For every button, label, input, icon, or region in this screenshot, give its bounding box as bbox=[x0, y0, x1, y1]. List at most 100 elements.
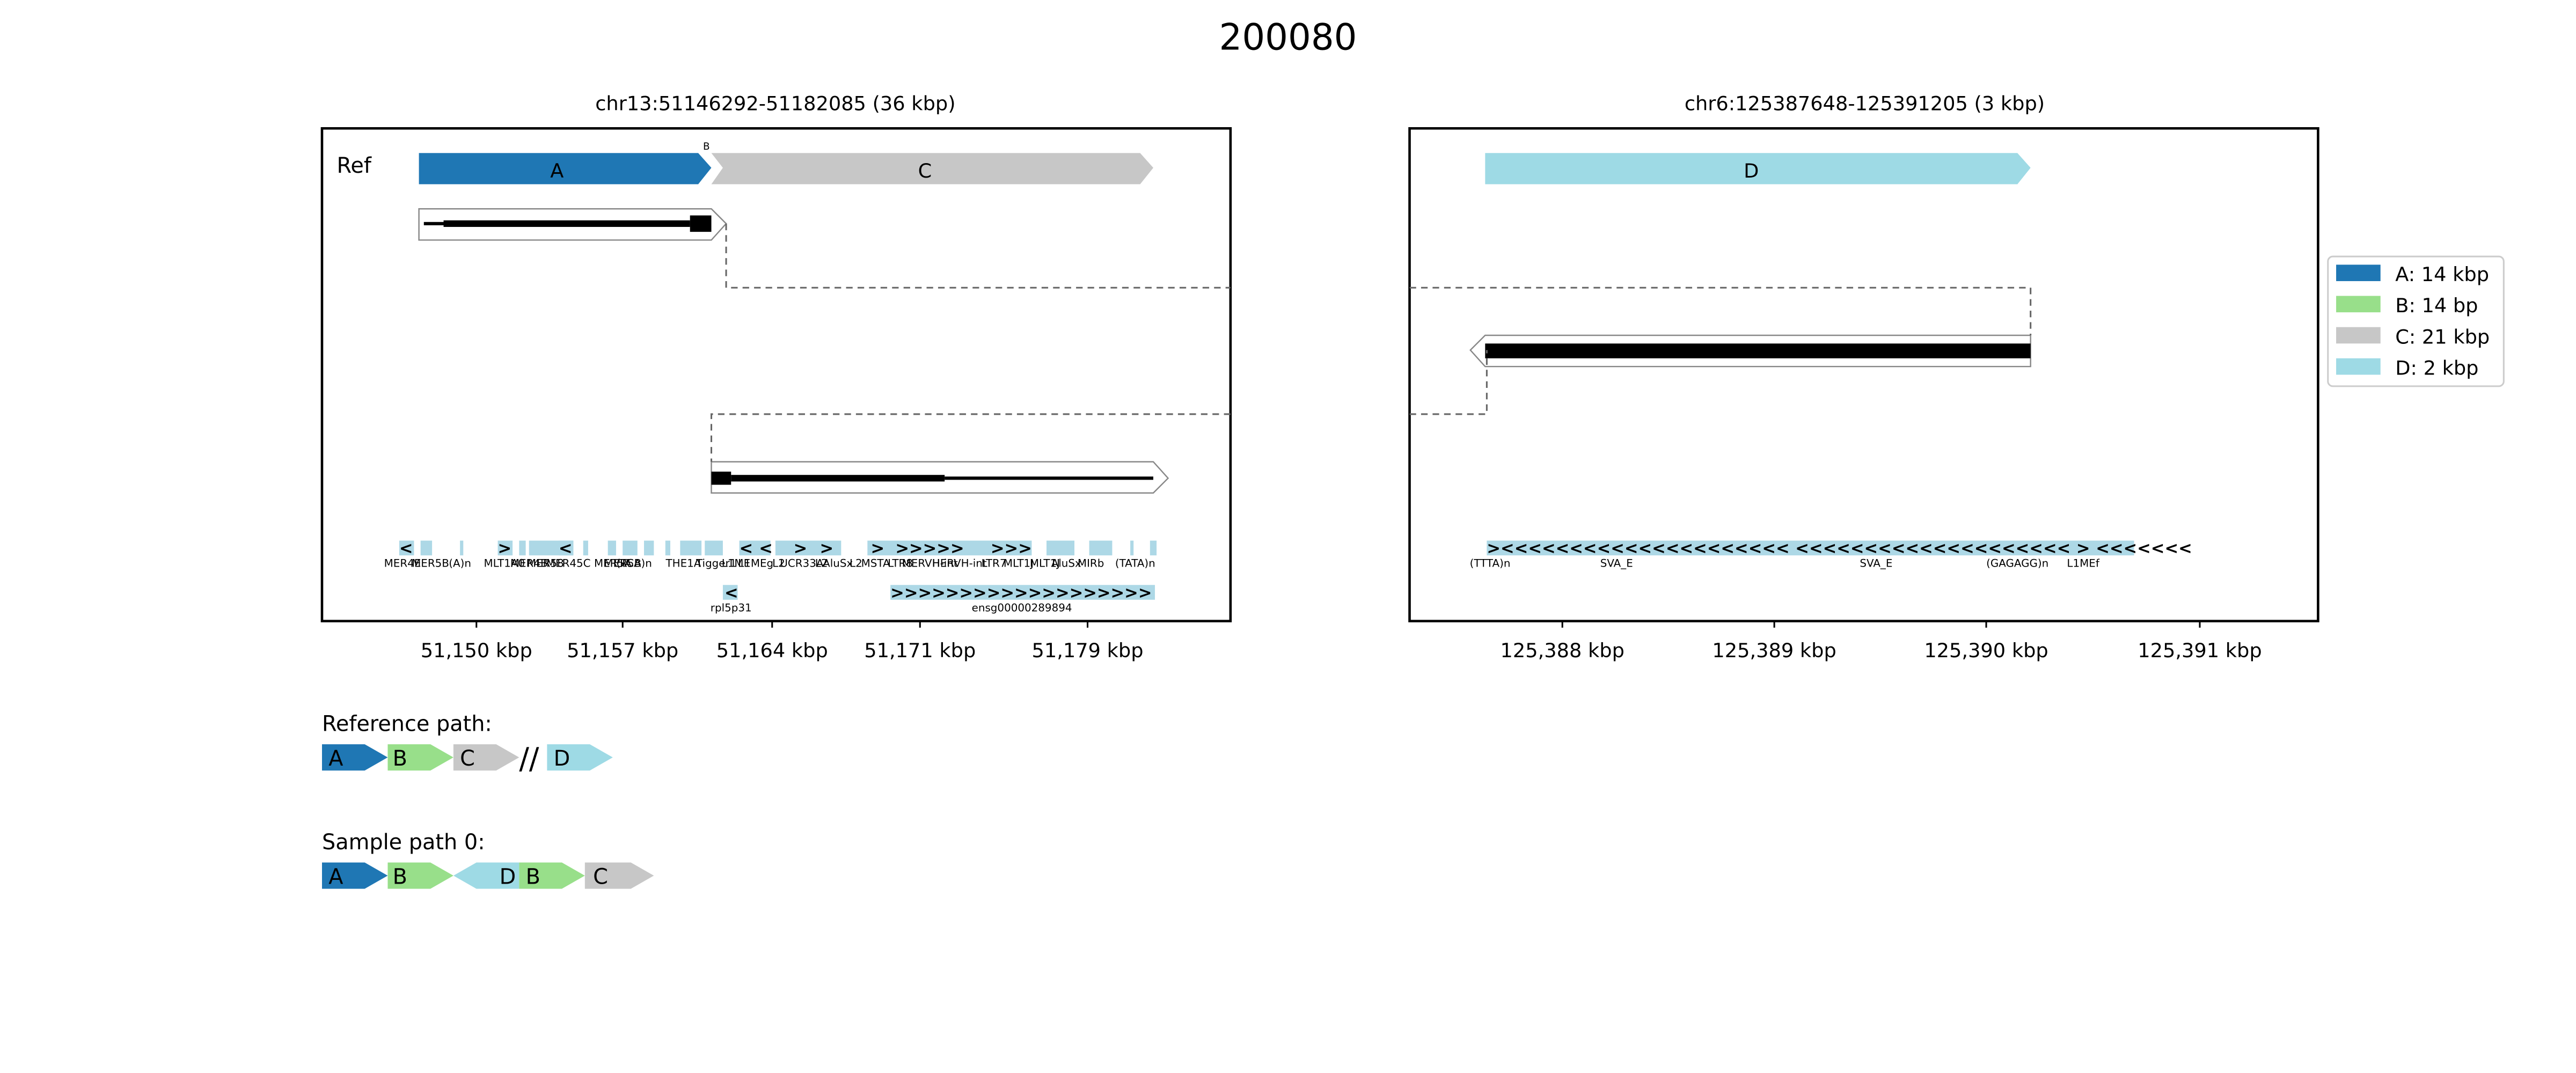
sample-path-b bbox=[387, 862, 453, 889]
ref-segment-c bbox=[711, 153, 1153, 185]
svg-text:<: < bbox=[399, 539, 413, 558]
repeat-label: LTR7 bbox=[982, 557, 1007, 570]
right-panel: chr6:125387648-125391205 (3 kbp) D ><<<<… bbox=[1408, 92, 2319, 662]
repeat-label: MLT1J bbox=[1030, 557, 1060, 570]
right-connector-bottom bbox=[1409, 350, 1488, 415]
repeat-label: MER5B bbox=[604, 557, 641, 570]
repeat-label: MER5B bbox=[412, 557, 449, 570]
x-tick-label: 125,389 kbp bbox=[1712, 639, 1836, 662]
repeat-label: MER4B bbox=[510, 557, 548, 570]
svg-text:>: > bbox=[820, 539, 834, 558]
legend-swatch-d bbox=[2336, 358, 2381, 375]
right-connector-top bbox=[1409, 286, 2032, 336]
left-panel-subtitle: chr13:51146292-51182085 (36 kbp) bbox=[595, 92, 955, 115]
legend-swatch-a bbox=[2336, 264, 2381, 281]
svg-text:A: A bbox=[328, 864, 343, 889]
repeat-label: MER45C bbox=[546, 557, 591, 570]
svg-text:>: > bbox=[498, 539, 512, 558]
right-panel-subtitle: chr6:125387648-125391205 (3 kbp) bbox=[1685, 92, 2045, 115]
svg-text:B: B bbox=[393, 864, 407, 889]
ref-segment-b-label: B bbox=[703, 141, 710, 152]
sample-path-c bbox=[584, 862, 654, 889]
svg-text:>>>>>: >>>>> bbox=[895, 539, 964, 558]
legend-swatch-c bbox=[2336, 327, 2381, 344]
repeat-label: SVA_E bbox=[1860, 557, 1892, 570]
svg-text:B: B bbox=[526, 864, 540, 889]
ref-path-d bbox=[547, 744, 613, 771]
legend-box bbox=[2327, 255, 2505, 387]
gene-ensg-bar bbox=[890, 585, 1155, 600]
repeat-label: MER4E bbox=[384, 557, 421, 570]
svg-text:>: > bbox=[870, 539, 884, 558]
gene-label: rpl5p31 bbox=[711, 601, 752, 614]
x-tick-label: 51,157 kbp bbox=[567, 639, 678, 662]
repeat-label: (GAGAGG)n bbox=[1986, 557, 2048, 570]
svg-text:D: D bbox=[500, 864, 516, 889]
reference-path: Reference path: A B C // D bbox=[322, 712, 613, 776]
legend-label-c: C: 21 kbp bbox=[2395, 325, 2490, 348]
ref-path-break: // bbox=[519, 741, 539, 776]
svg-text:<: < bbox=[559, 539, 573, 558]
left-repeat-arrows: < > < < < > > > >>>>> >>> bbox=[399, 539, 1032, 558]
ref-segment-a-label: A bbox=[550, 159, 564, 182]
repeat-label: MER5A bbox=[594, 557, 632, 570]
gene-label: ensg00000289894 bbox=[972, 601, 1072, 614]
repeat-label: UCR33A bbox=[780, 557, 824, 570]
x-tick-label: 51,150 kbp bbox=[421, 639, 532, 662]
left-connector-top bbox=[725, 223, 1231, 289]
left-panel: chr13:51146292-51182085 (36 kbp) Ref A B… bbox=[320, 92, 1232, 662]
right-gene-model-exon bbox=[1485, 343, 2031, 358]
repeat-label: (TATA)n bbox=[1115, 557, 1155, 570]
repeat-label: L2 bbox=[815, 557, 828, 570]
legend-label-a: A: 14 kbp bbox=[2395, 263, 2489, 286]
repeat-label: MER58 bbox=[527, 557, 564, 570]
svg-text:><<<<<<<<<<<<<<<<<<<<< <<<<<<<: ><<<<<<<<<<<<<<<<<<<<< <<<<<<<<<<<<<<<<<… bbox=[1487, 539, 2192, 558]
legend-label-b: B: 14 bp bbox=[2395, 294, 2478, 317]
x-tick-label: 125,390 kbp bbox=[1924, 639, 2048, 662]
gene-rpl5p31-bar bbox=[722, 585, 738, 600]
left-gene-model-2-utr bbox=[711, 472, 731, 485]
left-gene-model-1-utr bbox=[690, 215, 712, 232]
svg-text:<: < bbox=[740, 539, 753, 558]
ref-path-b bbox=[387, 744, 453, 771]
repeat-label: HERVH-int bbox=[932, 557, 987, 570]
left-gene-model-1-exon bbox=[443, 220, 690, 227]
svg-text:<: < bbox=[759, 539, 773, 558]
repeat-label: THE1A bbox=[665, 557, 701, 570]
svg-text:>>>: >>> bbox=[991, 539, 1032, 558]
left-repeat-labels: MER4E MER5B (A)n MLT1A0 MER4B MER58 MER4… bbox=[384, 557, 1155, 570]
repeat-label: MLT1A0 bbox=[484, 557, 525, 570]
repeat-label: MERVH-int bbox=[902, 557, 958, 570]
ref-path-c bbox=[453, 744, 519, 771]
ref-segment-d bbox=[1485, 153, 2031, 185]
right-repeat-track: ><<<<<<<<<<<<<<<<<<<<< <<<<<<<<<<<<<<<<<… bbox=[1487, 539, 2192, 558]
repeat-label: LTR8 bbox=[888, 557, 913, 570]
left-repeat-track bbox=[399, 540, 1157, 556]
figure-title: 200080 bbox=[1219, 16, 1357, 58]
repeat-label: L1ME bbox=[722, 557, 750, 570]
legend-label-d: D: 2 kbp bbox=[2395, 356, 2478, 379]
repeat-label: L2 bbox=[772, 557, 785, 570]
x-tick-label: 51,164 kbp bbox=[716, 639, 828, 662]
sample-path-a bbox=[322, 862, 388, 889]
ref-row-label: Ref bbox=[337, 153, 372, 178]
svg-text:A: A bbox=[328, 746, 343, 771]
svg-text:>>>>>>>>>>>>>>>>>>>: >>>>>>>>>>>>>>>>>>> bbox=[890, 584, 1152, 602]
sample-path-b-2 bbox=[519, 862, 585, 889]
repeat-label: AluSx bbox=[1051, 557, 1081, 570]
left-gene-model-2-exon bbox=[731, 475, 945, 482]
repeat-label: SVA_E bbox=[1600, 557, 1633, 570]
repeat-label: L1MEf bbox=[2067, 557, 2099, 570]
repeat-label: MLT1J bbox=[1004, 557, 1034, 570]
repeat-label: MIRb bbox=[1078, 557, 1104, 570]
ref-segment-c-label: C bbox=[918, 159, 932, 182]
repeat-label: AluSx bbox=[823, 557, 853, 570]
left-connector-bottom bbox=[710, 413, 1231, 462]
repeat-label: MSTA bbox=[861, 557, 890, 570]
svg-text:C: C bbox=[593, 864, 608, 889]
sample-path-label: Sample path 0: bbox=[322, 830, 485, 855]
svg-text:B: B bbox=[393, 746, 407, 771]
reference-path-label: Reference path: bbox=[322, 712, 492, 737]
ref-path-a bbox=[322, 744, 388, 771]
